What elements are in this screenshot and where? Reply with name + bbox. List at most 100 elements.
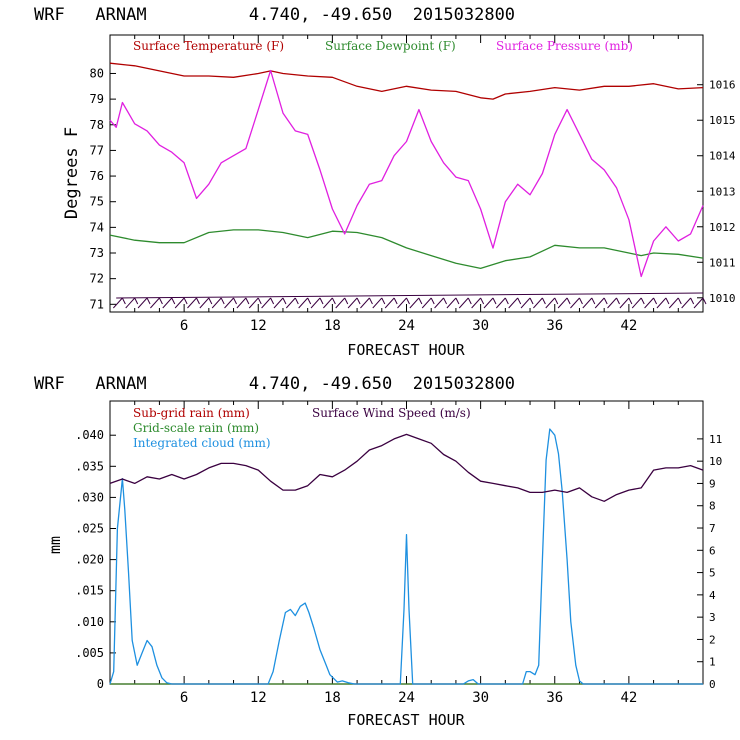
wind-barb-shaft — [347, 297, 358, 309]
y-tick-label: 72 — [90, 272, 104, 286]
legend-integrated-cloud: Integrated cloud (mm) — [133, 436, 271, 450]
wind-barb-flag — [480, 297, 485, 305]
wind-barb-shaft — [570, 297, 580, 309]
wind-barb-shaft — [125, 297, 136, 309]
wind-barb-flag — [319, 297, 324, 305]
wind-barb-shaft — [137, 297, 148, 309]
y2-tick-label: 0 — [709, 678, 716, 691]
wind-barb-flag — [541, 297, 546, 305]
wind-barb-shaft — [520, 297, 531, 309]
wind-barb-flag — [690, 297, 695, 305]
wind-barb-flag — [270, 297, 275, 305]
x-tick-label: 42 — [620, 318, 637, 334]
wind-barb-flag — [702, 297, 707, 305]
y2-tick-label: 9 — [709, 477, 716, 490]
wind-barb-shaft — [446, 297, 457, 309]
x-tick-label: 18 — [324, 318, 341, 334]
wind-barb-shaft — [310, 297, 321, 309]
wind-barb-shaft — [298, 297, 309, 309]
bottom-y-axis-label: mm — [46, 536, 64, 554]
wind-barb-shaft — [187, 297, 197, 309]
y-tick-label: 73 — [90, 246, 104, 260]
surface-pressure-line — [109, 69, 704, 278]
wind-barb-shaft — [211, 297, 222, 309]
integrated-cloud-line — [109, 428, 703, 685]
wind-barb-flag — [381, 297, 386, 305]
wind-barb-flag — [356, 297, 361, 305]
top-panel: WRF ARNAM 4.740, -49.650 2015032800 71 72… — [34, 5, 736, 359]
y2-tick-label: 6 — [709, 544, 716, 557]
wind-barb-shaft — [409, 297, 420, 309]
y2-tick-label: 1013 — [709, 185, 736, 198]
wind-barb-flag — [134, 297, 139, 305]
legend-surface-dewpoint: Surface Dewpoint (F) — [325, 39, 456, 53]
wind-barb-flag — [183, 297, 188, 305]
x-tick-label: 36 — [546, 318, 563, 334]
bottom-panel: WRF ARNAM 4.740, -49.650 2015032800 0 .00… — [34, 374, 722, 729]
wind-barb-shaft — [631, 297, 642, 309]
top-y-axis-label: Degrees F — [62, 127, 82, 219]
wind-barb-baseline — [116, 292, 704, 299]
x-tick-label: 6 — [180, 690, 188, 706]
wind-barb-shaft — [607, 297, 617, 309]
x-tick-label: 12 — [250, 690, 267, 706]
y-tick-label: .010 — [75, 615, 104, 629]
wind-barb-flag — [331, 297, 336, 305]
y2-tick-label: 1016 — [709, 79, 736, 92]
wind-barb-flag — [504, 297, 509, 305]
wind-barb-flag — [517, 297, 522, 305]
x-tick-label: 30 — [472, 690, 489, 706]
wind-barb-shaft — [285, 297, 296, 309]
wind-barb-flag — [443, 297, 448, 305]
wind-barb-shaft — [681, 297, 692, 309]
y2-tick-label: 5 — [709, 567, 716, 580]
y2-tick-label: 1015 — [709, 114, 736, 127]
legend-gridscale-rain: Grid-scale rain (mm) — [133, 421, 259, 435]
wind-barb-flag — [196, 297, 200, 305]
wind-barb-shaft — [495, 297, 506, 309]
y-tick-label: .040 — [75, 428, 104, 442]
top-left-tick-labels: 71 72 73 74 75 76 77 78 79 80 — [90, 66, 104, 311]
top-x-tick-labels: 6 12 18 24 30 36 42 — [180, 318, 637, 334]
wind-barb-flag — [492, 297, 497, 305]
wind-barb-shaft — [545, 297, 556, 309]
wind-barb-shaft — [668, 297, 679, 309]
wind-barb-flag — [257, 297, 262, 305]
wind-barb-shaft — [360, 297, 370, 309]
wind-barb-shaft — [582, 297, 593, 309]
surface-dewpoint-line — [109, 229, 704, 270]
wind-barb-shaft — [174, 297, 185, 309]
bottom-left-tick-labels: 0 .005 .010 .015 .020 .025 .030 .035 .040 — [75, 428, 104, 691]
wind-barb-flag — [307, 297, 312, 305]
surface-wind-speed-line — [109, 433, 704, 502]
wind-barb-flag — [616, 297, 620, 305]
x-tick-label: 24 — [398, 318, 415, 334]
wind-barb-shaft — [619, 297, 630, 309]
wind-barb-flag — [554, 297, 559, 305]
wind-barb-flag — [220, 297, 225, 305]
wind-barb-flag — [233, 297, 237, 305]
wind-barb-flag — [430, 297, 435, 305]
y-tick-label: 80 — [90, 66, 104, 80]
bottom-axis-ticks — [109, 401, 704, 685]
y-tick-label: .005 — [75, 646, 104, 660]
wind-barb-shaft — [224, 297, 234, 309]
wind-barb-flag — [393, 297, 398, 305]
wind-barb-flag — [146, 297, 151, 305]
wind-barb-shaft — [397, 297, 407, 309]
x-tick-label: 18 — [324, 690, 341, 706]
wind-barb-flag — [640, 297, 645, 305]
wind-barb-flag — [628, 297, 633, 305]
wind-barb-shaft — [458, 297, 469, 309]
wind-barb-flag — [591, 297, 596, 305]
top-panel-title: WRF ARNAM 4.740, -49.650 2015032800 — [34, 5, 515, 25]
wind-barb-flag — [208, 297, 213, 305]
wind-barb-shaft — [594, 297, 605, 309]
wind-barb-shaft — [483, 297, 494, 309]
wind-barb-flag — [467, 297, 472, 305]
top-right-tick-labels: 1010 1011 1012 1013 1014 1015 1016 — [709, 79, 736, 305]
y-tick-label: 79 — [90, 92, 104, 106]
wind-barb-shaft — [112, 297, 123, 309]
y2-tick-label: 1012 — [709, 221, 736, 234]
y-tick-label: 77 — [90, 143, 104, 157]
